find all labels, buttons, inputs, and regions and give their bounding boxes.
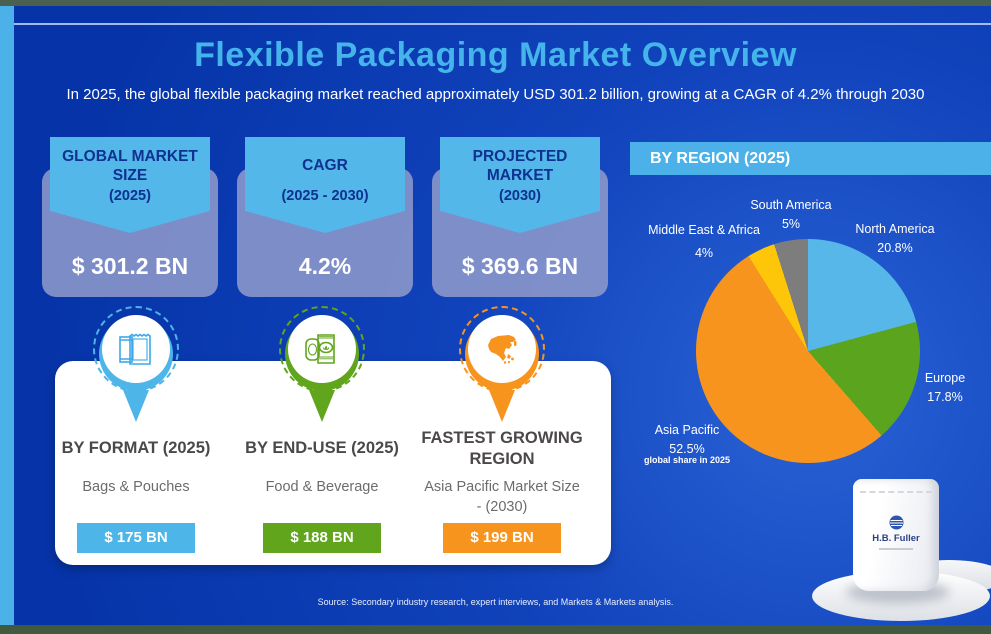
- page-title: Flexible Packaging Market Overview: [194, 36, 797, 74]
- brand-logo: H.B. Fuller: [853, 515, 939, 550]
- card-value: $ 301.2 BN: [71, 252, 189, 279]
- fastest-region-sub: Asia Pacific Market Size - (2030): [424, 479, 580, 515]
- pie-label-europe: Europe 17.8%: [890, 370, 991, 406]
- pie-label-asia-pacific: Asia Pacific 52.5%: [625, 422, 749, 458]
- enduse-pin: [277, 306, 367, 436]
- enduse-heading: BY END-USE (2025): [245, 439, 399, 458]
- pie-label-value: 4%: [694, 245, 714, 260]
- card-period: (2030): [499, 188, 541, 204]
- card-period: (2025 - 2030): [281, 188, 369, 204]
- format-heading: BY FORMAT (2025): [61, 439, 211, 458]
- format-sub: Bags & Pouches: [82, 479, 190, 495]
- product-pouch: H.B. Fuller: [853, 479, 939, 591]
- bottom-border-strip: [0, 625, 991, 634]
- pie-label-name: Asia Pacific: [654, 423, 720, 437]
- card-period: (2025): [109, 188, 151, 204]
- brand-name: H.B. Fuller: [872, 533, 920, 544]
- fastest-region-heading: FASTEST GROWING REGION: [421, 428, 583, 468]
- pin-tail: [123, 390, 149, 422]
- pie-label-value: 20.8%: [877, 240, 913, 255]
- stat-cards-row: GLOBAL MARKET SIZE (2025) $ 301.2 BN CAG…: [42, 137, 610, 299]
- fastest-region-pin: [457, 306, 547, 436]
- projected-market-card: PROJECTED MARKET (2030) $ 369.6 BN: [432, 137, 608, 299]
- header-divider-line: [14, 23, 991, 25]
- pouch-crimp-seal: [860, 483, 932, 493]
- brand-tagline-line: [879, 548, 913, 550]
- enduse-sub: Food & Beverage: [265, 479, 379, 495]
- pin-face: [288, 315, 356, 383]
- pie-label-south-america: South America 5%: [731, 197, 851, 233]
- card-banner: GLOBAL MARKET SIZE (2025): [50, 137, 210, 233]
- source-note: Source: Secondary industry research, exp…: [317, 597, 674, 607]
- card-value: 4.2%: [298, 252, 352, 279]
- card-banner: CAGR (2025 - 2030): [245, 137, 405, 233]
- pie-label-value: 17.8%: [927, 389, 963, 404]
- global-share-note: global share in 2025: [643, 455, 731, 465]
- snack-packets-icon: [305, 334, 335, 364]
- region-pie: [696, 239, 920, 463]
- page-subtitle: In 2025, the global flexible packaging m…: [66, 86, 925, 103]
- pie-label-value: 52.5%: [669, 441, 705, 456]
- left-accent-bar: [0, 6, 14, 626]
- by-region-header: BY REGION (2025): [630, 142, 991, 175]
- pie-label-name: Middle East & Africa: [648, 223, 760, 237]
- fastest-region-value-badge: $ 199 BN: [443, 523, 561, 553]
- enduse-value-badge: $ 188 BN: [263, 523, 381, 553]
- card-title: GLOBAL MARKET SIZE: [62, 147, 198, 184]
- card-value: $ 369.6 BN: [461, 252, 579, 279]
- pie-label-value: 5%: [781, 216, 801, 231]
- pie-label-north-america: North America 20.8%: [833, 221, 957, 257]
- global-market-size-card: GLOBAL MARKET SIZE (2025) $ 301.2 BN: [42, 137, 218, 299]
- globe-icon: [889, 515, 903, 530]
- card-title: CAGR: [302, 157, 348, 175]
- format-value-badge: $ 175 BN: [77, 523, 195, 553]
- pin-tail: [489, 390, 515, 422]
- pie-label-middle-east-africa: Middle East & Africa 4%: [620, 222, 788, 262]
- asia-map-icon: [488, 335, 517, 364]
- pie-label-name: South America: [750, 198, 832, 212]
- card-title: PROJECTED MARKET: [472, 147, 568, 184]
- pouch-bags-icon: [119, 333, 151, 365]
- top-border-strip: [0, 0, 991, 6]
- pie-label-name: North America: [855, 222, 935, 236]
- cagr-card: CAGR (2025 - 2030) 4.2%: [237, 137, 413, 299]
- pin-face: [468, 315, 536, 383]
- pin-tail: [309, 390, 335, 422]
- format-pin: [91, 306, 181, 436]
- pin-face: [102, 315, 170, 383]
- pie-label-name: Europe: [924, 371, 966, 385]
- card-banner: PROJECTED MARKET (2030): [440, 137, 600, 233]
